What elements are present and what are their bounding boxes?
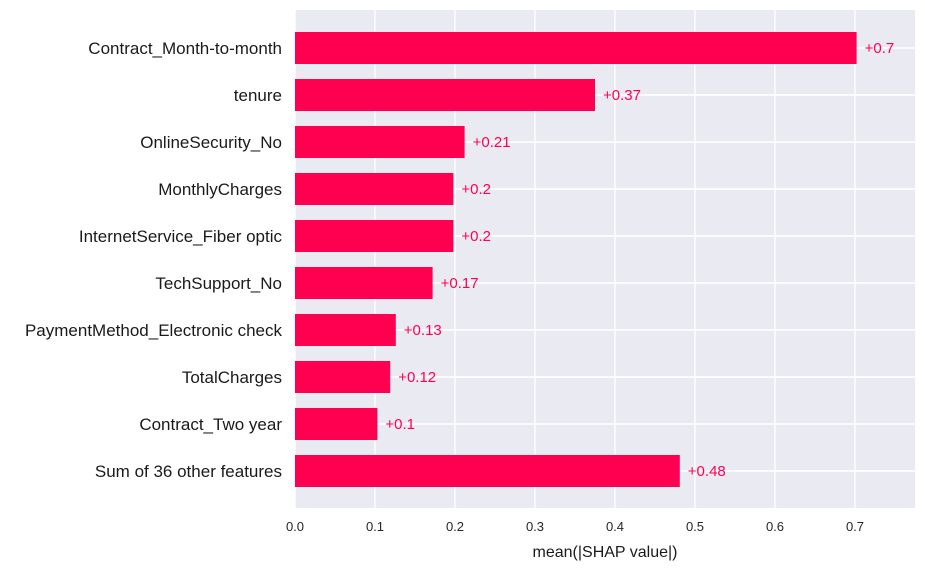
category-label: Contract_Month-to-month [88,39,282,58]
bar-0 [295,32,857,64]
x-tick-label: 0.6 [766,519,784,534]
bar-2 [295,126,465,158]
x-tick-label: 0.0 [286,519,304,534]
category-label: OnlineSecurity_No [140,133,282,152]
value-label: +0.2 [461,181,491,198]
category-label: tenure [234,86,282,105]
category-label: TotalCharges [182,368,282,387]
x-tick-label: 0.3 [526,519,544,534]
bar-5 [295,267,433,299]
value-label: +0.7 [865,40,895,57]
category-label: Contract_Two year [139,415,282,434]
bar-3 [295,173,454,205]
category-label: PaymentMethod_Electronic check [25,321,283,340]
value-label: +0.13 [404,322,442,339]
category-label: TechSupport_No [155,274,282,293]
category-label: InternetService_Fiber optic [79,227,283,246]
x-axis-title: mean(|SHAP value|) [533,544,678,561]
bar-6 [295,314,396,346]
value-label: +0.17 [441,275,479,292]
category-label: MonthlyCharges [158,180,282,199]
x-tick-label: 0.7 [846,519,864,534]
bar-1 [295,79,595,111]
x-tick-label: 0.5 [686,519,704,534]
value-label: +0.2 [461,228,491,245]
bars [295,32,857,487]
x-tick-labels: 0.0 0.1 0.2 0.3 0.4 0.5 0.6 0.7 [286,519,864,534]
x-tick-label: 0.4 [606,519,624,534]
value-label: +0.21 [473,134,511,151]
bar-9 [295,455,680,487]
bar-8 [295,408,378,440]
bar-7 [295,361,391,393]
value-label: +0.12 [398,369,436,386]
value-label: +0.1 [385,416,415,433]
value-label: +0.48 [688,463,726,480]
x-tick-label: 0.2 [446,519,464,534]
value-label: +0.37 [603,87,641,104]
x-tick-label: 0.1 [366,519,384,534]
bar-4 [295,220,454,252]
category-label: Sum of 36 other features [95,462,282,481]
value-labels: +0.7 +0.37 +0.21 +0.2 +0.2 +0.17 +0.13 +0.12 +0.… [385,40,894,480]
